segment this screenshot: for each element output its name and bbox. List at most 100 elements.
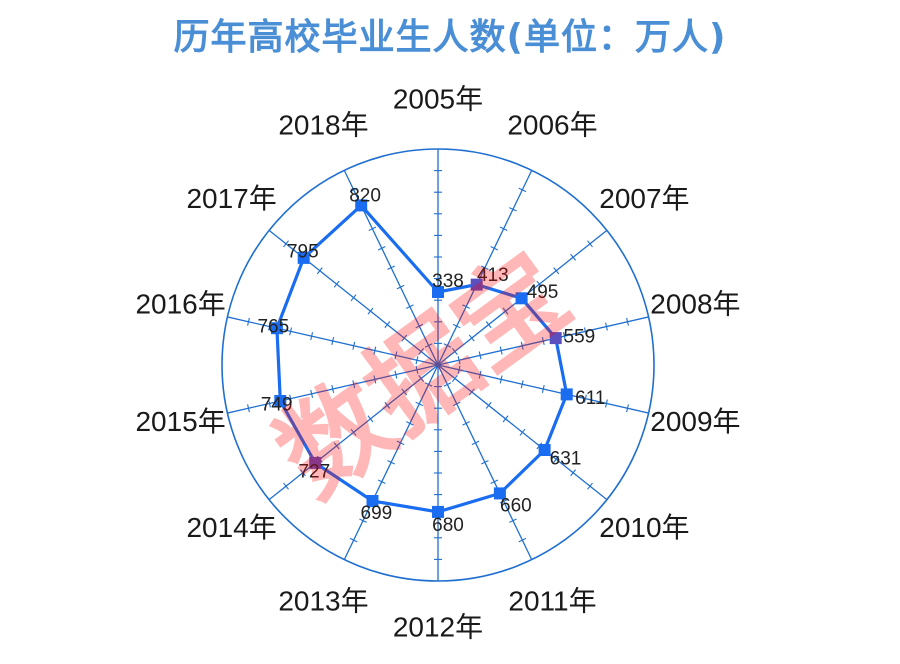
axis-tick	[349, 187, 358, 193]
axis-tick	[424, 382, 433, 387]
axis-tick	[478, 351, 482, 360]
axis-tick	[331, 336, 335, 345]
axis-tick	[583, 394, 587, 403]
axis-tick	[350, 294, 357, 302]
category-label: 2007年	[599, 183, 689, 214]
axis-tick	[443, 343, 452, 348]
category-label: 2009年	[650, 406, 740, 437]
axis-tick	[387, 265, 395, 270]
data-label: 495	[527, 282, 559, 303]
axis-tick	[451, 374, 458, 382]
axis-tick	[310, 389, 314, 398]
axis-tick	[406, 421, 414, 426]
axis-tick	[626, 317, 629, 326]
data-point	[270, 322, 283, 335]
axis-tick	[509, 207, 517, 212]
axis-tick	[396, 284, 405, 290]
axis-tick	[283, 482, 289, 490]
axis-tick	[462, 304, 470, 309]
axis-tick	[367, 415, 374, 423]
category-label: 2012年	[393, 611, 483, 642]
category-label: 2013年	[278, 585, 368, 616]
axis-tick	[377, 246, 386, 251]
axis-tick	[490, 479, 499, 484]
axis-tick	[499, 498, 508, 504]
axis-tick	[418, 374, 425, 382]
axis-tick	[457, 365, 461, 374]
axis-tick	[384, 321, 391, 329]
axis-tick	[247, 404, 250, 413]
axis-tick	[541, 336, 545, 345]
data-point	[538, 444, 551, 456]
axis-tick	[283, 240, 289, 248]
axis-tick	[562, 332, 566, 341]
axis-tick	[350, 428, 357, 436]
axis-tick	[352, 380, 356, 389]
axis-tick	[373, 375, 377, 384]
axis-tick	[570, 469, 577, 477]
category-label: 2006年	[507, 109, 597, 140]
data-point	[366, 495, 379, 507]
axis-tick	[247, 317, 250, 326]
axis-tick	[406, 304, 414, 309]
axis-tick	[520, 380, 524, 389]
axis-tick	[352, 341, 356, 350]
data-label: 699	[361, 503, 393, 524]
axis-tick	[587, 240, 593, 248]
axis-tick	[401, 388, 408, 396]
radar-labels: 338 413 495 559 611 631 660 680 699 727 749 765 795 8…	[135, 83, 740, 642]
axis-tick	[415, 356, 419, 365]
axis-tick	[333, 280, 340, 288]
axis-tick	[471, 440, 480, 446]
data-point	[493, 487, 506, 500]
axis-tick	[502, 307, 509, 315]
axis-tick	[485, 321, 492, 329]
data-label: 338	[432, 271, 464, 292]
category-label: 2018年	[278, 109, 368, 140]
axis-tick	[333, 442, 340, 450]
axis-tick	[587, 482, 593, 490]
axis-tick	[443, 382, 452, 387]
axis-tick	[394, 351, 398, 360]
axis-tick	[299, 469, 306, 477]
axis-tick	[451, 348, 458, 356]
axis-tick	[468, 334, 475, 342]
data-point	[355, 199, 368, 212]
axis-tick	[509, 518, 517, 523]
axis-tick	[481, 460, 489, 465]
axis-tick	[418, 348, 425, 356]
data-label: 727	[298, 461, 330, 482]
data-point	[309, 456, 322, 469]
axis-tick	[518, 187, 527, 193]
category-label: 2015年	[135, 406, 225, 437]
axis-tick	[316, 267, 323, 275]
axis-tick	[289, 327, 293, 336]
category-label: 2011年	[508, 585, 596, 616]
data-label: 559	[564, 327, 596, 348]
axis-tick	[553, 267, 560, 275]
category-label: 2014年	[186, 512, 276, 543]
data-label: 413	[477, 265, 509, 286]
axis-tick	[626, 404, 629, 413]
data-point	[432, 505, 444, 518]
category-label: 2010年	[599, 512, 689, 543]
axis-tick	[268, 399, 271, 408]
chart-title: 历年高校毕业生人数(单位：万人)	[173, 17, 727, 58]
axis-tick	[368, 226, 377, 232]
axis-tick	[553, 455, 560, 463]
data-label: 631	[550, 449, 582, 470]
data-point	[274, 395, 287, 407]
data-point	[515, 292, 528, 305]
axis-tick	[310, 332, 314, 341]
axis-tick	[541, 385, 545, 394]
axis-tick	[519, 428, 526, 436]
data-point	[470, 278, 483, 291]
axis-tick	[502, 415, 509, 423]
category-label: 2008年	[650, 289, 740, 320]
axis-tick	[462, 421, 470, 426]
axis-tick	[583, 327, 587, 336]
axis-tick	[377, 479, 386, 484]
axis-tick	[289, 394, 293, 403]
data-label: 820	[349, 186, 381, 207]
